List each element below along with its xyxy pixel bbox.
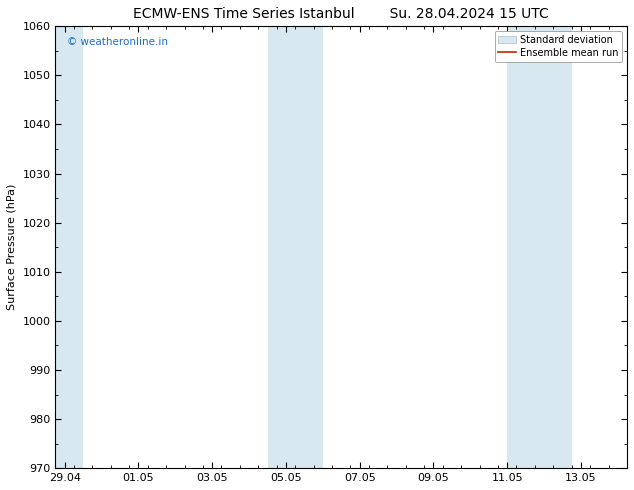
Y-axis label: Surface Pressure (hPa): Surface Pressure (hPa)	[7, 184, 17, 311]
Text: © weatheronline.in: © weatheronline.in	[67, 37, 168, 48]
Title: ECMW-ENS Time Series Istanbul        Su. 28.04.2024 15 UTC: ECMW-ENS Time Series Istanbul Su. 28.04.…	[133, 7, 549, 21]
Bar	[507, 26, 544, 468]
Bar	[268, 26, 304, 468]
Legend: Standard deviation, Ensemble mean run: Standard deviation, Ensemble mean run	[495, 31, 622, 62]
Bar	[304, 26, 323, 468]
Bar	[544, 26, 572, 468]
Bar	[56, 26, 83, 468]
